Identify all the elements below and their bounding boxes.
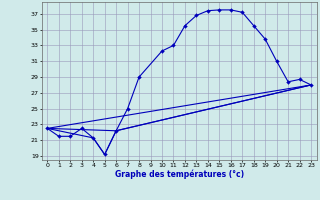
X-axis label: Graphe des températures (°c): Graphe des températures (°c)	[115, 169, 244, 179]
